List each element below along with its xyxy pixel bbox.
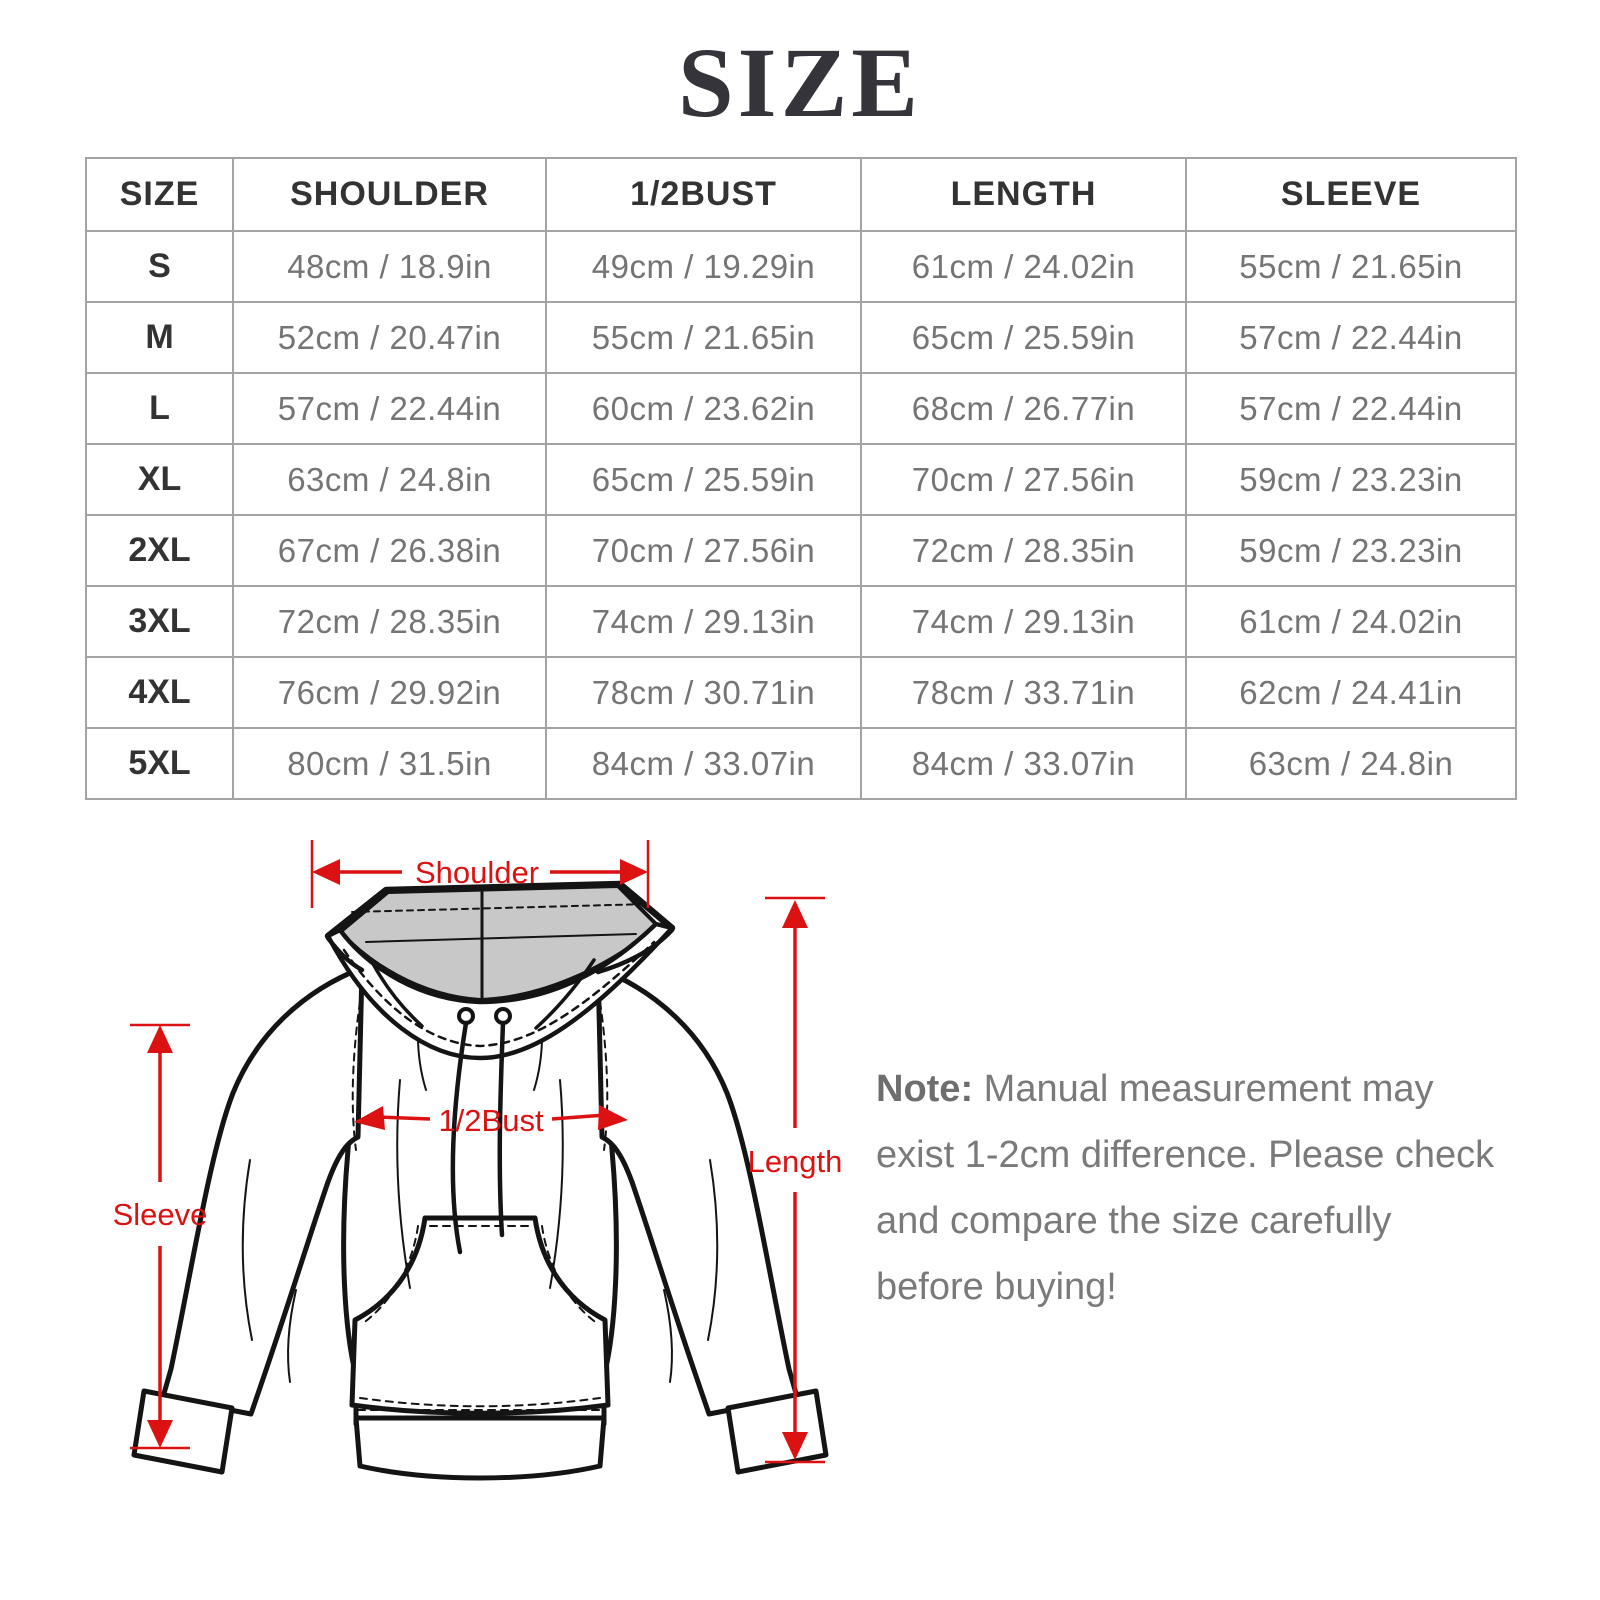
table-row: S 48cm / 18.9in 49cm / 19.29in 61cm / 24… [85, 230, 1517, 303]
sleeve-label: Sleeve [113, 1197, 208, 1232]
cell-shoulder: 57cm / 22.44in [232, 372, 547, 445]
bust-arrow: 1/2Bust [354, 1103, 628, 1138]
cell-length: 72cm / 28.35in [860, 514, 1187, 587]
hoodie-measurement-diagram: Shoulder 1/2Bust Sleeve Length [100, 820, 860, 1500]
note-text: Note: Manual measurement may exist 1-2cm… [876, 1056, 1500, 1320]
cell-size: L [85, 372, 234, 445]
cell-shoulder: 72cm / 28.35in [232, 585, 547, 658]
cell-length: 84cm / 33.07in [860, 727, 1187, 800]
cell-length: 74cm / 29.13in [860, 585, 1187, 658]
cell-size: 5XL [85, 727, 234, 800]
cell-bust: 84cm / 33.07in [545, 727, 862, 800]
cell-sleeve: 57cm / 22.44in [1185, 301, 1517, 374]
cell-shoulder: 76cm / 29.92in [232, 656, 547, 729]
cell-size: 2XL [85, 514, 234, 587]
cell-sleeve: 57cm / 22.44in [1185, 372, 1517, 445]
cell-sleeve: 62cm / 24.41in [1185, 656, 1517, 729]
cell-sleeve: 59cm / 23.23in [1185, 443, 1517, 516]
cell-size: 4XL [85, 656, 234, 729]
note-body: Manual measurement may exist 1-2cm diffe… [876, 1068, 1495, 1308]
sleeve-arrow: Sleeve [113, 1023, 208, 1450]
table-row: 3XL 72cm / 28.35in 74cm / 29.13in 74cm /… [85, 585, 1517, 658]
table-row: 2XL 67cm / 26.38in 70cm / 27.56in 72cm /… [85, 514, 1517, 587]
table-row: L 57cm / 22.44in 60cm / 23.62in 68cm / 2… [85, 372, 1517, 445]
hoodie-stitch-lines [241, 975, 719, 1411]
collar-details [325, 927, 675, 1048]
cell-length: 61cm / 24.02in [860, 230, 1187, 303]
header-bust: 1/2BUST [545, 157, 862, 232]
cell-bust: 65cm / 25.59in [545, 443, 862, 516]
cell-size: XL [85, 443, 234, 516]
cell-bust: 60cm / 23.62in [545, 372, 862, 445]
hood-interior-seams [351, 886, 649, 1000]
cell-bust: 78cm / 30.71in [545, 656, 862, 729]
hoodie-illustration: Shoulder 1/2Bust Sleeve Length [113, 840, 843, 1481]
cell-shoulder: 48cm / 18.9in [232, 230, 547, 303]
cell-shoulder: 80cm / 31.5in [232, 727, 547, 800]
cell-bust: 49cm / 19.29in [545, 230, 862, 303]
table-row: 5XL 80cm / 31.5in 84cm / 33.07in 84cm / … [85, 727, 1517, 800]
cell-shoulder: 52cm / 20.47in [232, 301, 547, 374]
cell-shoulder: 67cm / 26.38in [232, 514, 547, 587]
cell-sleeve: 55cm / 21.65in [1185, 230, 1517, 303]
header-sleeve: SLEEVE [1185, 157, 1517, 232]
table-row: 4XL 76cm / 29.92in 78cm / 30.71in 78cm /… [85, 656, 1517, 729]
note-label: Note: [876, 1068, 974, 1110]
cell-sleeve: 61cm / 24.02in [1185, 585, 1517, 658]
shoulder-label: Shoulder [415, 855, 539, 890]
cell-size: S [85, 230, 234, 303]
length-arrow: Length [748, 896, 843, 1464]
cell-sleeve: 63cm / 24.8in [1185, 727, 1517, 800]
drawstrings [450, 1007, 512, 1255]
hoodie-outline [131, 939, 829, 1481]
bust-label: 1/2Bust [438, 1103, 544, 1138]
length-label: Length [748, 1144, 843, 1179]
cell-size: 3XL [85, 585, 234, 658]
header-shoulder: SHOULDER [232, 157, 547, 232]
cell-length: 78cm / 33.71in [860, 656, 1187, 729]
header-length: LENGTH [860, 157, 1187, 232]
cell-bust: 70cm / 27.56in [545, 514, 862, 587]
cell-bust: 55cm / 21.65in [545, 301, 862, 374]
size-chart-table: SIZE SHOULDER 1/2BUST LENGTH SLEEVE S 48… [85, 157, 1517, 800]
cell-length: 65cm / 25.59in [860, 301, 1187, 374]
cell-length: 68cm / 26.77in [860, 372, 1187, 445]
table-row: XL 63cm / 24.8in 65cm / 25.59in 70cm / 2… [85, 443, 1517, 516]
hood-top-edge [324, 880, 676, 940]
cell-bust: 74cm / 29.13in [545, 585, 862, 658]
cell-size: M [85, 301, 234, 374]
cell-length: 70cm / 27.56in [860, 443, 1187, 516]
cell-sleeve: 59cm / 23.23in [1185, 514, 1517, 587]
page-title: SIZE [678, 27, 922, 138]
header-size: SIZE [85, 157, 234, 232]
cell-shoulder: 63cm / 24.8in [232, 443, 547, 516]
shoulder-arrow: Shoulder [310, 840, 650, 908]
table-row: M 52cm / 20.47in 55cm / 21.65in 65cm / 2… [85, 301, 1517, 374]
table-header-row: SIZE SHOULDER 1/2BUST LENGTH SLEEVE [85, 157, 1517, 232]
